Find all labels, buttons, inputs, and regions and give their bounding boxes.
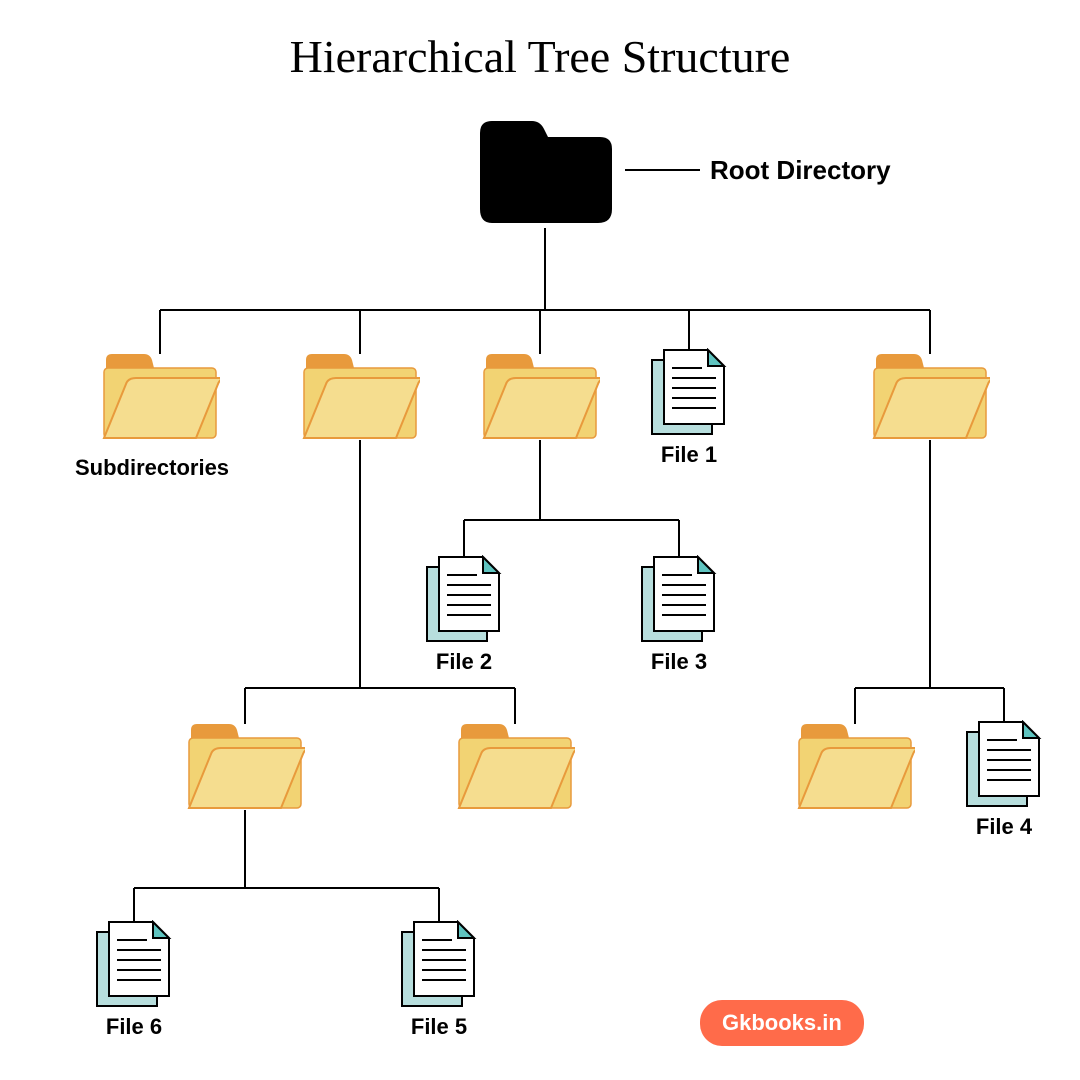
file-label: File 4 [976, 814, 1032, 840]
file-icon: File 5 [400, 920, 478, 1013]
root-directory-label: Root Directory [710, 155, 891, 186]
file-icon: File 2 [425, 555, 503, 648]
file-label: File 5 [411, 1014, 467, 1040]
folder-icon [100, 350, 220, 447]
file-icon: File 3 [640, 555, 718, 648]
watermark-badge: Gkbooks.in [700, 1000, 864, 1046]
root-folder-icon [470, 105, 620, 230]
subdirectories-label: Subdirectories [75, 455, 229, 481]
folder-icon [185, 720, 305, 817]
file-label: File 3 [651, 649, 707, 675]
file-icon: File 1 [650, 348, 728, 441]
file-label: File 1 [661, 442, 717, 468]
file-icon: File 4 [965, 720, 1043, 813]
folder-icon [870, 350, 990, 447]
folder-icon [795, 720, 915, 817]
file-label: File 6 [106, 1014, 162, 1040]
file-label: File 2 [436, 649, 492, 675]
page-title: Hierarchical Tree Structure [0, 30, 1080, 83]
file-icon: File 6 [95, 920, 173, 1013]
folder-icon [455, 720, 575, 817]
folder-icon [300, 350, 420, 447]
folder-icon [480, 350, 600, 447]
